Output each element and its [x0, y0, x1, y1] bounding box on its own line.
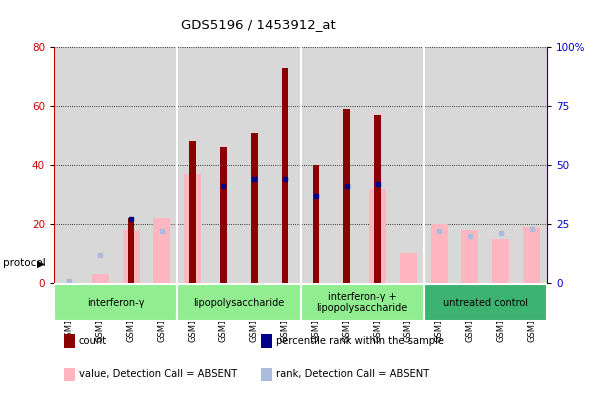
Bar — [492, 239, 509, 283]
Bar — [400, 253, 416, 283]
Text: rank, Detection Call = ABSENT: rank, Detection Call = ABSENT — [276, 369, 429, 379]
Bar — [189, 141, 196, 283]
Bar — [431, 224, 448, 283]
Text: untreated control: untreated control — [443, 298, 528, 308]
Bar — [185, 174, 201, 283]
Text: protocol: protocol — [3, 258, 46, 268]
Bar — [251, 132, 258, 283]
Bar — [261, 368, 272, 381]
Bar — [123, 230, 139, 283]
Bar — [424, 284, 547, 321]
Bar — [374, 115, 381, 283]
Text: lipopolysaccharide: lipopolysaccharide — [194, 298, 284, 308]
Bar — [462, 230, 478, 283]
Bar — [523, 227, 540, 283]
Bar — [300, 284, 424, 321]
Bar — [153, 218, 170, 283]
Text: interferon-γ +
lipopolysaccharide: interferon-γ + lipopolysaccharide — [317, 292, 407, 313]
Bar — [369, 189, 386, 283]
Text: ▶: ▶ — [37, 258, 45, 268]
Bar — [261, 334, 272, 348]
Bar — [64, 334, 75, 348]
Text: interferon-γ: interferon-γ — [87, 298, 144, 308]
Bar — [282, 68, 288, 283]
Text: percentile rank within the sample: percentile rank within the sample — [276, 336, 444, 346]
Text: value, Detection Call = ABSENT: value, Detection Call = ABSENT — [79, 369, 237, 379]
Bar — [92, 274, 109, 283]
Bar — [177, 284, 300, 321]
Bar — [54, 284, 177, 321]
Bar — [127, 218, 135, 283]
Bar — [220, 147, 227, 283]
Text: GDS5196 / 1453912_at: GDS5196 / 1453912_at — [181, 18, 336, 31]
Text: count: count — [79, 336, 107, 346]
Bar — [64, 368, 75, 381]
Bar — [313, 165, 319, 283]
Bar — [343, 109, 350, 283]
